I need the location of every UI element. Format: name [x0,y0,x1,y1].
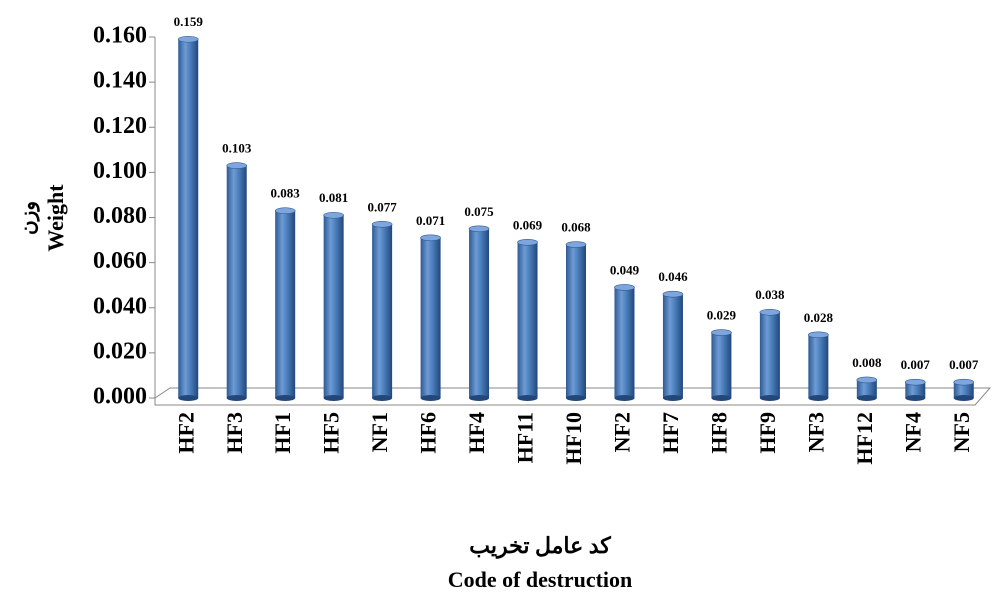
value-label: 0.028 [804,310,834,325]
value-label: 0.007 [901,357,931,372]
value-label: 0.075 [464,204,494,219]
bar [371,220,393,401]
x-tick-label: HF9 [755,412,780,454]
x-tick-label: NF1 [367,412,392,452]
bar [177,35,199,401]
bar [420,234,441,401]
x-tick-label: HF2 [173,412,198,454]
value-label: 0.046 [658,269,688,284]
x-tick-label: HF11 [513,412,538,463]
bar [759,308,781,401]
bar [711,329,732,401]
bar [274,207,296,401]
value-label: 0.103 [222,141,252,156]
value-label: 0.071 [416,213,445,228]
bar [565,241,587,401]
bar [614,284,635,401]
x-tick-label: HF8 [706,412,731,454]
x-tick-label: HF6 [416,412,441,454]
x-tick-label: HF7 [658,412,683,454]
bar [517,239,538,401]
x-axis-label: Code of destruction [448,567,633,592]
bar [904,378,926,401]
bar [468,225,490,401]
bar [226,162,248,401]
value-label: 0.038 [755,287,785,302]
y-tick-label: 0.000 [93,384,147,410]
value-label: 0.008 [852,355,882,370]
y-tick-label: 0.160 [93,23,147,49]
y-tick-label: 0.120 [93,113,147,139]
x-tick-label: HF10 [561,412,586,465]
value-label: 0.029 [707,308,737,323]
value-label: 0.083 [271,186,301,201]
bar [323,211,344,401]
bar [662,290,684,401]
value-label: 0.159 [174,14,204,29]
x-tick-label: NF2 [610,412,635,452]
x-tick-label: HF3 [222,412,247,454]
x-tick-label: NF5 [949,412,974,452]
y-tick-label: 0.080 [93,203,147,229]
y-tick-label: 0.100 [93,158,147,184]
x-tick-label: HF5 [319,412,344,454]
value-label: 0.077 [367,199,397,214]
x-tick-label: HF12 [852,412,877,465]
y-tick-label: 0.140 [93,68,147,94]
x-tick-label: NF3 [803,412,828,452]
value-label: 0.068 [561,220,591,235]
x-tick-label: NF4 [900,412,925,452]
x-axis-label: کد عامل تخریب [469,533,611,559]
value-label: 0.007 [949,357,979,372]
x-tick-label: HF4 [464,412,489,454]
y-tick-label: 0.040 [93,293,147,319]
bar [808,331,829,401]
x-tick-label: HF1 [270,412,295,454]
y-axis-label: Weight [43,184,68,252]
value-label: 0.069 [513,217,543,232]
y-axis-label: وزن [18,201,41,235]
bar [856,376,878,401]
y-tick-label: 0.060 [93,248,147,274]
value-label: 0.081 [319,190,348,205]
bar [953,378,975,401]
y-tick-label: 0.020 [93,338,147,364]
value-label: 0.049 [610,262,640,277]
